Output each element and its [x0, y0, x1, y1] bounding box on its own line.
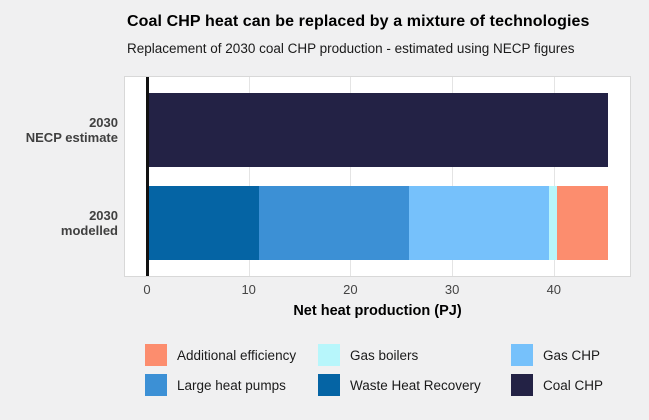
x-tick-label-40: 40 [546, 282, 562, 297]
legend-swatch-gas-boilers [318, 344, 340, 366]
legend-label-coal-chp: Coal CHP [543, 377, 604, 393]
y-axis-label-line: NECP estimate [25, 130, 118, 145]
bar-segment-gas-boilers [548, 186, 557, 260]
legend-label-additional-efficiency: Additional efficiency [177, 347, 297, 363]
legend-swatch-coal-chp [511, 374, 533, 396]
x-tick-label-10: 10 [241, 282, 256, 297]
bar-2030-modelled [147, 186, 608, 260]
bar-2030-necp-estimate [147, 93, 608, 167]
zero-axis-line [146, 77, 149, 276]
legend-item-large-heat-pumps: Large heat pumps [145, 374, 318, 396]
y-axis-label-necp-estimate: 2030 NECP estimate [0, 115, 118, 145]
y-axis-label-line: 2030 [89, 208, 118, 223]
legend-item-gas-boilers: Gas boilers [318, 344, 511, 366]
plot-panel [124, 76, 631, 277]
bar-segment-large-heat-pumps [258, 186, 410, 260]
legend-label-waste-heat-recovery: Waste Heat Recovery [350, 377, 481, 393]
legend-item-gas-chp: Gas CHP [511, 344, 603, 366]
y-axis-label-line: modelled [60, 223, 118, 238]
bar-segment-coal-chp [147, 93, 608, 167]
x-tick-label-0: 0 [143, 282, 151, 297]
legend-label-gas-boilers: Gas boilers [350, 347, 419, 363]
gridline-x-40 [553, 77, 555, 276]
x-axis-ticks: 0 10 20 30 40 [125, 282, 632, 298]
gridline-x-30 [452, 77, 454, 276]
legend: Additional efficiency Gas boilers Gas CHP L… [145, 344, 603, 396]
y-axis-label-modelled: 2030 modelled [0, 208, 118, 238]
chart-subtitle: Replacement of 2030 coal CHP production … [127, 41, 575, 56]
legend-item-additional-efficiency: Additional efficiency [145, 344, 318, 366]
chart-title: Coal CHP heat can be replaced by a mixtu… [127, 13, 590, 30]
x-tick-label-20: 20 [343, 282, 358, 297]
gridline-x-20 [350, 77, 352, 276]
legend-label-large-heat-pumps: Large heat pumps [177, 377, 286, 393]
gridline-x-10 [248, 77, 250, 276]
bar-segment-additional-efficiency [556, 186, 608, 260]
legend-swatch-waste-heat-recovery [318, 374, 340, 396]
legend-label-gas-chp: Gas CHP [543, 347, 601, 363]
bar-segment-waste-heat-recovery [147, 186, 259, 260]
x-axis-title: Net heat production (PJ) [293, 303, 462, 319]
legend-item-waste-heat-recovery: Waste Heat Recovery [318, 374, 511, 396]
legend-swatch-additional-efficiency [145, 344, 167, 366]
legend-swatch-large-heat-pumps [145, 374, 167, 396]
legend-swatch-gas-chp [511, 344, 533, 366]
bar-segment-gas-chp [409, 186, 549, 260]
x-tick-label-30: 30 [444, 282, 460, 297]
legend-item-coal-chp: Coal CHP [511, 374, 603, 396]
y-axis-label-line: 2030 [89, 115, 118, 130]
